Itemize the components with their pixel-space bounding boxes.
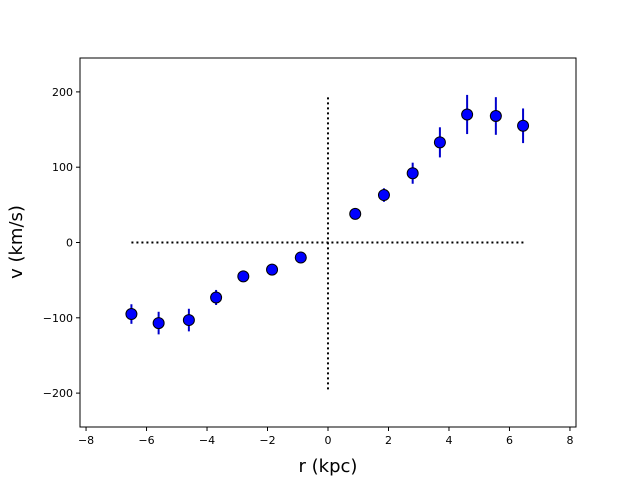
y-tick-label: 200 — [52, 86, 73, 99]
x-tick-label: 4 — [445, 434, 452, 447]
data-point — [349, 207, 362, 220]
data-point — [461, 108, 474, 121]
data-point — [489, 109, 502, 122]
y-tick-label: −100 — [43, 312, 73, 325]
y-tick-label: 0 — [66, 237, 73, 250]
data-point — [182, 314, 195, 327]
y-axis-label: v (km/s) — [6, 205, 27, 279]
data-point — [294, 251, 307, 264]
y-tick-label: −200 — [43, 387, 73, 400]
x-tick-label: 2 — [385, 434, 392, 447]
data-point — [125, 308, 138, 321]
y-tick-label: 100 — [52, 161, 73, 174]
data-point — [517, 119, 530, 132]
data-point — [377, 189, 390, 202]
reference-lines — [131, 95, 525, 390]
data-point — [152, 317, 165, 330]
x-tick-label: 6 — [506, 434, 513, 447]
data-point — [210, 291, 223, 304]
y-axis-ticks: −200 −100 0 100 200 — [43, 86, 80, 400]
x-tick-label: −4 — [199, 434, 215, 447]
data-point — [237, 270, 250, 283]
x-tick-label: −8 — [78, 434, 94, 447]
data-point — [406, 167, 419, 180]
x-tick-label: 0 — [325, 434, 332, 447]
x-axis-label: r (kpc) — [299, 456, 358, 477]
x-tick-label: 8 — [566, 434, 573, 447]
x-tick-label: −2 — [259, 434, 275, 447]
data-point — [266, 263, 279, 276]
data-points — [125, 108, 530, 330]
x-tick-label: −6 — [138, 434, 154, 447]
data-point — [433, 136, 446, 149]
x-axis-ticks: −8 −6 −4 −2 0 2 4 6 8 — [78, 427, 573, 447]
